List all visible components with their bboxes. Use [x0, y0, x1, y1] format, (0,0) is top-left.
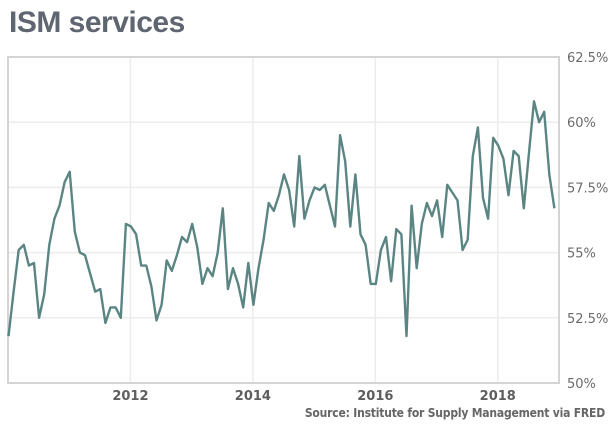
- chart-title: ISM services: [9, 6, 185, 39]
- x-tick-label: 2014: [235, 389, 271, 404]
- x-tick-label: 2016: [357, 389, 393, 404]
- y-tick-label: 55%: [567, 247, 596, 262]
- plot-frame: [7, 56, 560, 384]
- grid: [8, 57, 559, 383]
- series-line-ism-services: [7, 100, 556, 338]
- y-tick-label: 62.5%: [567, 51, 608, 66]
- x-axis: 2012 2014 2016 2018: [112, 389, 516, 404]
- y-axis: 50% 52.5% 55% 57.5% 60% 62.5%: [567, 51, 608, 392]
- x-tick-label: 2018: [480, 389, 516, 404]
- y-tick-label: 52.5%: [567, 312, 608, 327]
- source-note: Source: Institute for Supply Management …: [304, 406, 605, 420]
- x-tick-label: 2012: [112, 389, 148, 404]
- y-tick-label: 50%: [567, 377, 596, 392]
- y-tick-label: 60%: [567, 116, 596, 131]
- y-tick-label: 57.5%: [567, 181, 608, 196]
